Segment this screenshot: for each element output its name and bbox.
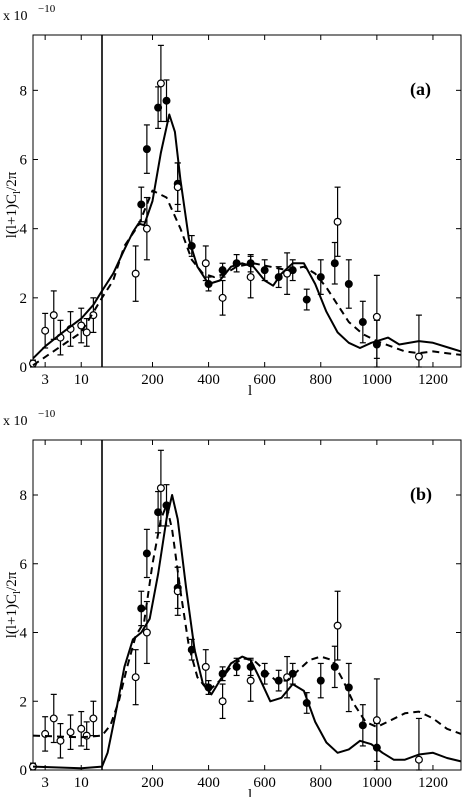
panel-b-y-tick-label: 2 (20, 694, 28, 710)
panel-b-x-tick-label: 400 (197, 775, 220, 791)
panel-b-filled-point (358, 721, 367, 730)
panel-a-filled-point (302, 295, 311, 304)
panel-b-y-axis-label-main: l(l+1)C (4, 594, 20, 638)
panel-a-x-tick-label: 1200 (418, 372, 448, 388)
panel-b-y-tick-label: 6 (20, 557, 28, 573)
panel-b-open-point (49, 714, 58, 723)
panel-a-filled-point (137, 200, 146, 209)
panel-a-open-point (414, 352, 423, 361)
panel-b-open-point (201, 662, 210, 671)
panel-b-y-tick-label: 4 (20, 626, 28, 642)
panel-a-open-point (333, 217, 342, 226)
panel-a-y-axis-label-sub: l (11, 191, 23, 194)
panel-b-open-point (77, 724, 86, 733)
panel-b-open-point (56, 736, 65, 745)
panel-b-open-point (414, 755, 423, 764)
panel-a-x-tick-label: 200 (141, 372, 164, 388)
panel-b-x-tick-label: 200 (141, 775, 164, 791)
panel-a-x-tick-label: 1000 (362, 372, 392, 388)
panel-a-solid-curve (32, 113, 462, 360)
panel-b-filled-point (137, 604, 146, 613)
panel-a-filled-point (344, 280, 353, 289)
panel-b-x-axis-label: l (248, 787, 252, 797)
panel-a-open-point (218, 293, 227, 302)
panel-a-open-point (131, 269, 140, 278)
panel-a-y-tick-label: 8 (20, 83, 28, 99)
panel-b-y-tick-label: 8 (20, 488, 28, 504)
panel-a-filled-point (358, 318, 367, 327)
panel-a-plot: 0 2 4 6 8 3 10 200 400 600 800 1000 1200 (20, 34, 462, 388)
panel-b-open-point (131, 673, 140, 682)
panel-a-tag: (a) (410, 79, 431, 100)
panel-a-y-tick-label: 2 (20, 291, 28, 307)
panel-a-filled-point (162, 96, 171, 105)
panel-a-y-tick-label: 0 (20, 360, 28, 376)
panel-a-scale-exponent: −10 (38, 3, 56, 15)
panel-b-y-tick-label: 0 (20, 763, 28, 779)
panel-b-x-tick-label: 1000 (362, 775, 392, 791)
panel-a-open-point (372, 312, 381, 321)
panel-a-x-tick-label: 3 (41, 372, 49, 388)
panel-b-x-tick-label: 10 (74, 775, 89, 791)
panel-a-open-point (283, 269, 292, 278)
panel-b-tag: (b) (410, 484, 432, 505)
panel-a-filled-point (260, 266, 269, 275)
panel-a-x-tick-label: 400 (197, 372, 220, 388)
panel-b-filled-point (316, 676, 325, 685)
panel-a-scale-label: x 10 (3, 9, 28, 24)
panel-b-scale-label: x 10 (3, 414, 28, 429)
panel-a-y-axis-label-main: l(l+1)C (4, 194, 20, 238)
panel-b-open-point (156, 484, 165, 493)
panel-a-open-point (49, 311, 58, 320)
panel-a-x-tick-label: 10 (74, 372, 89, 388)
panel-a-open-point (156, 79, 165, 88)
panel-a-y-axis-label: l(l+1)Cl/2π (4, 171, 23, 238)
panel-b-plot: 0 2 4 6 8 3 10 200 400 600 800 1000 1200 (20, 439, 462, 791)
panel-a-y-tick-label: 6 (20, 153, 28, 169)
panel-b-open-point (66, 728, 75, 737)
panel-a-open-point (41, 326, 50, 335)
panel-a-x-tick-label: 600 (253, 372, 276, 388)
panel-a-y-axis-label-tail: /2π (4, 171, 20, 191)
panel-b-open-point (333, 621, 342, 630)
panel-a-open-point (201, 259, 210, 268)
panel-b-dashed-curve (32, 504, 462, 739)
panel-b-open-point (246, 676, 255, 685)
panel-b-y-axis-label: l(l+1)Cl/2π (4, 571, 23, 638)
panel-a-open-point (142, 224, 151, 233)
panel-a-filled-point (330, 259, 339, 268)
panel-b-x-tick-label: 600 (253, 775, 276, 791)
panel-b-open-point (372, 716, 381, 725)
panel-a-x-tick-label: 800 (310, 372, 333, 388)
panel-b-frame (32, 439, 462, 771)
panel-b-y-axis-label-tail: /2π (4, 571, 20, 591)
panel-b-scale-exponent: −10 (38, 408, 56, 420)
panel-b-open-point (89, 714, 98, 723)
panel-b-y-axis-label-sub: l (11, 591, 23, 594)
panel-a-open-point (246, 273, 255, 282)
panel-a-open-point (82, 328, 91, 337)
panel-b-solid-curve (32, 494, 462, 770)
panel-b-x-tick-label: 3 (41, 775, 49, 791)
panel-a-frame (32, 34, 462, 368)
panel-b-x-tick-label: 1200 (418, 775, 448, 791)
panel-b-open-point (142, 628, 151, 637)
panel-a-open-point (173, 183, 182, 192)
panel-b-filled-point (142, 549, 151, 558)
panel-a-y-tick-label: 4 (20, 222, 28, 238)
panel-b-x-tick-label: 800 (310, 775, 333, 791)
panel-b-open-point (218, 697, 227, 706)
panel-a-x-axis-label: l (248, 383, 252, 399)
panel-a-filled-point (142, 145, 151, 154)
panel-b-filled-point (288, 669, 297, 678)
